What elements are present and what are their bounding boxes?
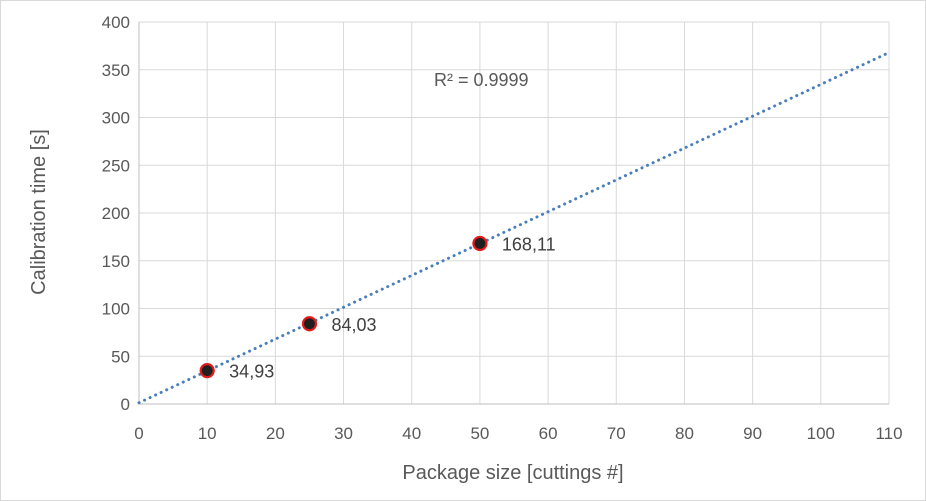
x-tick-label: 30 [334,424,353,443]
x-tick-label: 40 [402,424,421,443]
trendline-layer [137,51,891,405]
y-tick-label: 0 [121,395,130,414]
y-tick-label: 400 [102,13,130,32]
data-label: 34,93 [229,362,274,382]
data-points [199,235,488,379]
y-tick-label: 100 [102,300,130,319]
y-tick-label: 300 [102,109,130,128]
x-tick-label: 110 [875,424,902,443]
data-label: 84,03 [331,315,376,335]
y-axis-title: Calibration time [s] [28,129,50,295]
data-labels: 34,93 84,03 168,11 [229,234,555,381]
y-tick-label: 150 [102,252,130,271]
data-point [472,235,488,252]
x-tick-label: 20 [266,424,285,443]
tick-labels: 0 10 20 30 40 50 60 70 80 90 100 110 0 50 100 150 200 250… [102,13,903,443]
x-tick-label: 70 [607,424,626,443]
r-squared-annotation: R² = 0.9999 [434,70,529,90]
x-tick-label: 80 [675,424,694,443]
x-tick-label: 50 [470,424,489,443]
x-tick-label: 0 [134,424,143,443]
x-tick-label: 10 [198,424,217,443]
x-tick-label: 90 [743,424,762,443]
data-label: 168,11 [502,234,556,254]
trendline [137,51,891,405]
data-point [199,363,215,379]
y-tick-label: 250 [102,156,130,175]
x-axis-title: Package size [cuttings #] [402,462,623,484]
x-tick-label: 100 [807,424,835,443]
axes [138,22,889,405]
x-tick-label: 60 [539,424,558,443]
y-tick-label: 200 [102,204,130,223]
grid [139,21,890,404]
data-point [301,316,318,332]
y-tick-label: 350 [102,61,130,80]
y-tick-label: 50 [111,347,130,366]
